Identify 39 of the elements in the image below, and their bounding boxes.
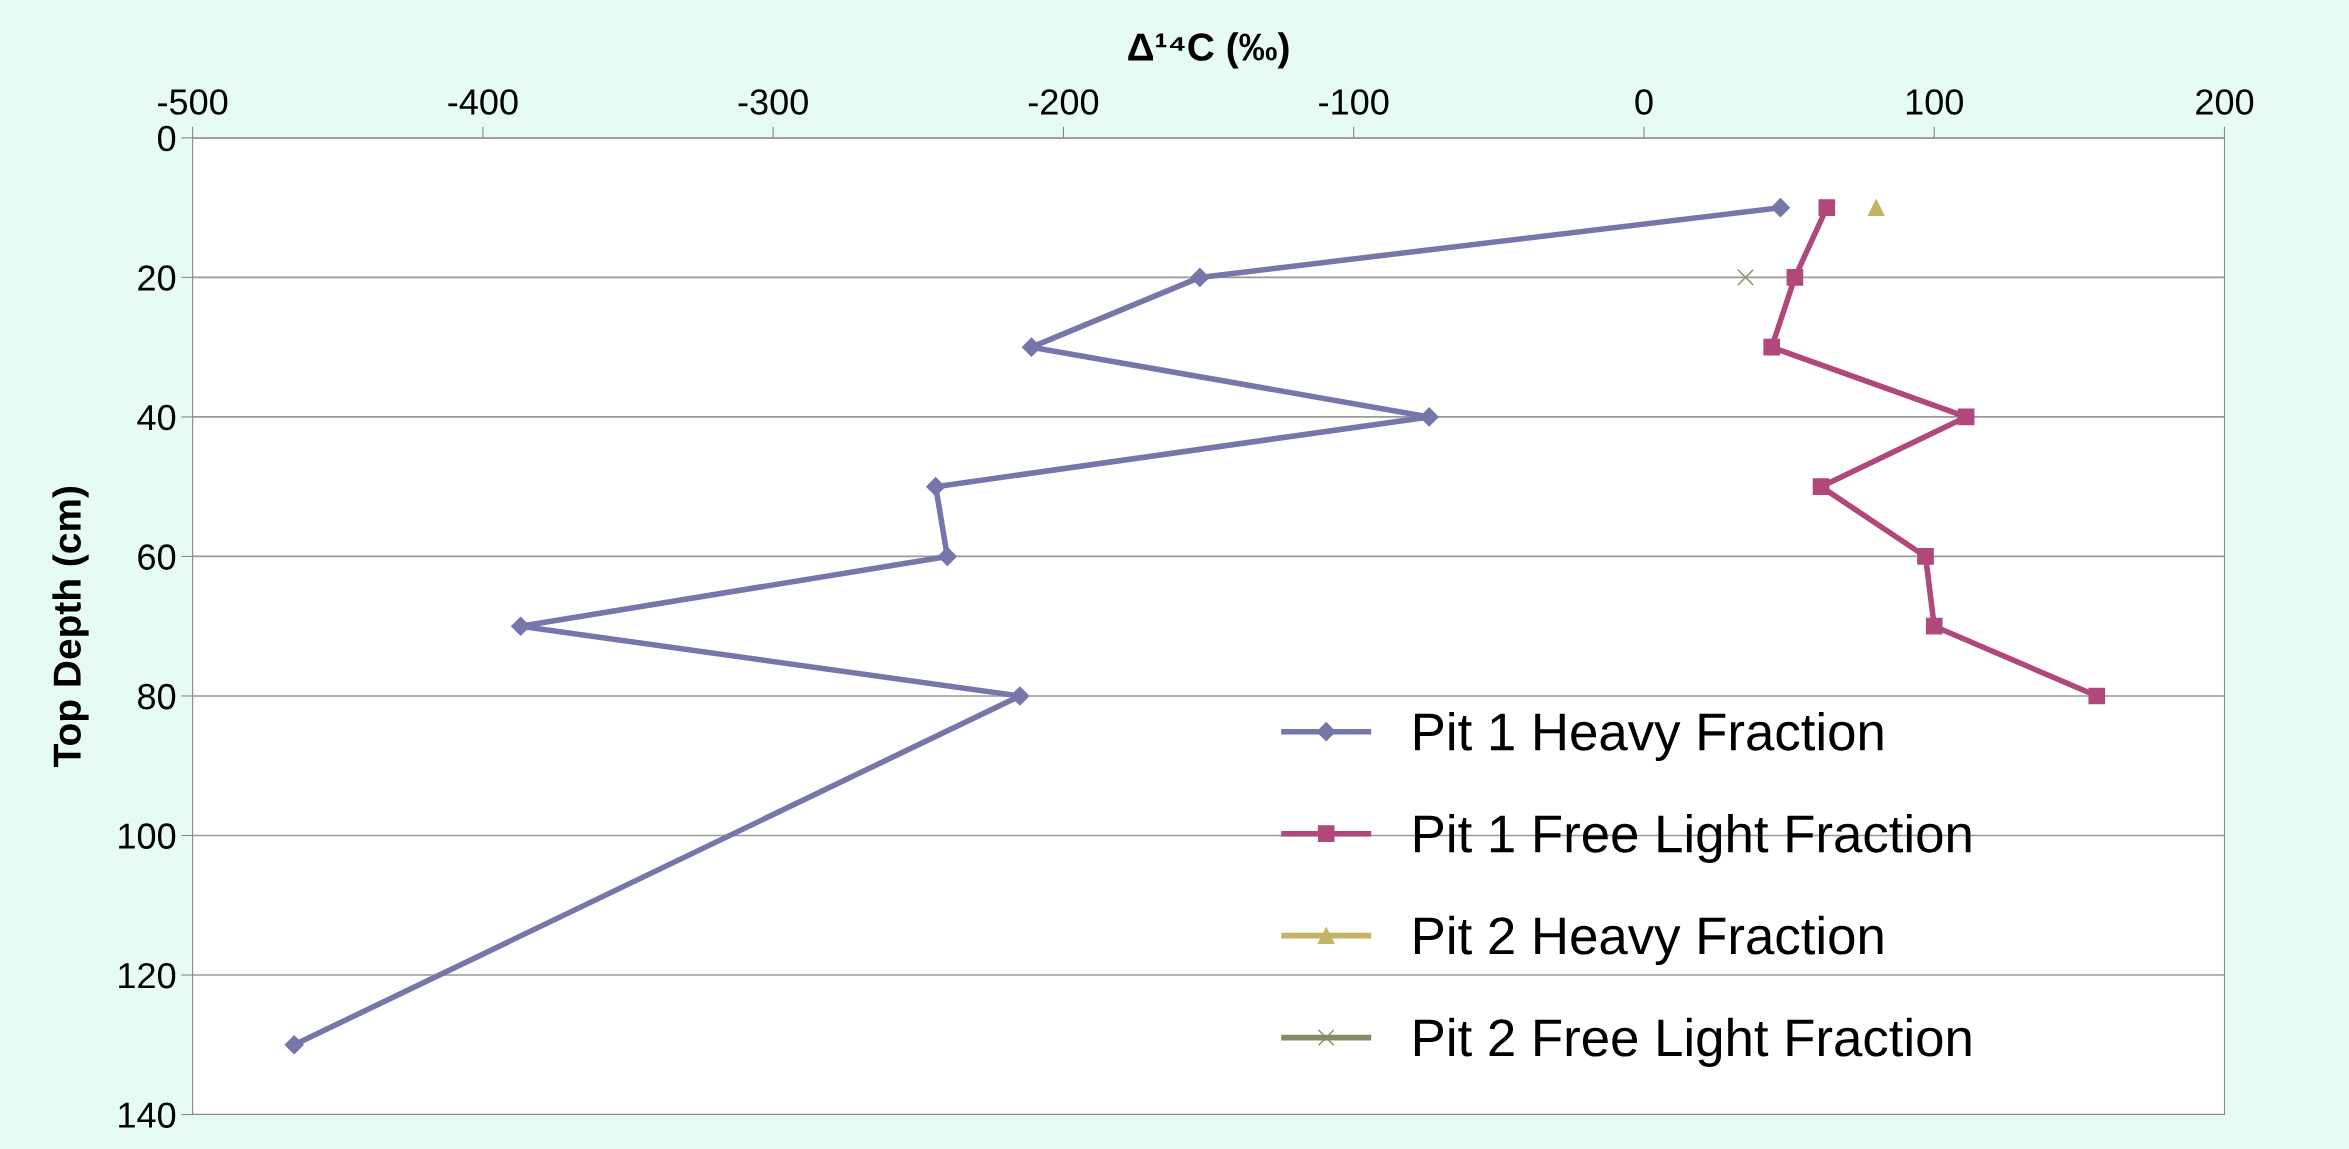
x-tick-label: -500 [158, 89, 228, 115]
y-tick-label: 40 [137, 404, 176, 431]
point [2088, 687, 2106, 705]
x-tick-label: -200 [1028, 89, 1099, 115]
x-tick-label: 0 [1635, 89, 1653, 115]
point [1917, 548, 1934, 565]
point [1010, 686, 1030, 706]
y-tick-label: 80 [138, 683, 176, 710]
legend-label: Pit 2 Heavy Fraction [1414, 915, 1883, 966]
y-tick-label: 120 [119, 962, 176, 989]
legend-label: Pit 1 Free Light Fraction [1414, 813, 1971, 864]
point [1763, 338, 1781, 356]
point [1867, 199, 1885, 216]
point [1770, 198, 1790, 218]
x-tick-label: -300 [738, 89, 808, 115]
point [1812, 478, 1830, 496]
point [1818, 199, 1836, 216]
y-axis-title: Top Depth (cm) [52, 486, 89, 767]
y-tick-label: 0 [157, 125, 176, 152]
point [284, 1035, 304, 1055]
point [1957, 408, 1975, 426]
point [1419, 407, 1439, 427]
point [1786, 269, 1804, 286]
x-tick-label: 100 [1906, 89, 1963, 115]
x-tick-label: 200 [2196, 89, 2254, 115]
point [937, 546, 957, 566]
y-tick-label: 20 [138, 265, 176, 291]
y-tick-label: 60 [138, 544, 176, 570]
point [1190, 267, 1210, 287]
x-tick-label: -400 [448, 89, 518, 115]
point [926, 477, 946, 497]
x-axis-title: Δ¹⁴C (‰) [1128, 32, 1289, 69]
y-tick-label: 100 [119, 823, 176, 849]
legend-label: Pit 1 Heavy Fraction [1414, 711, 1883, 762]
point [1925, 617, 1943, 635]
x-tick-label: -100 [1319, 89, 1389, 115]
legend-label: Pit 2 Free Light Fraction [1414, 1017, 1971, 1068]
point [1737, 269, 1754, 286]
y-tick-label: 140 [119, 1102, 176, 1128]
